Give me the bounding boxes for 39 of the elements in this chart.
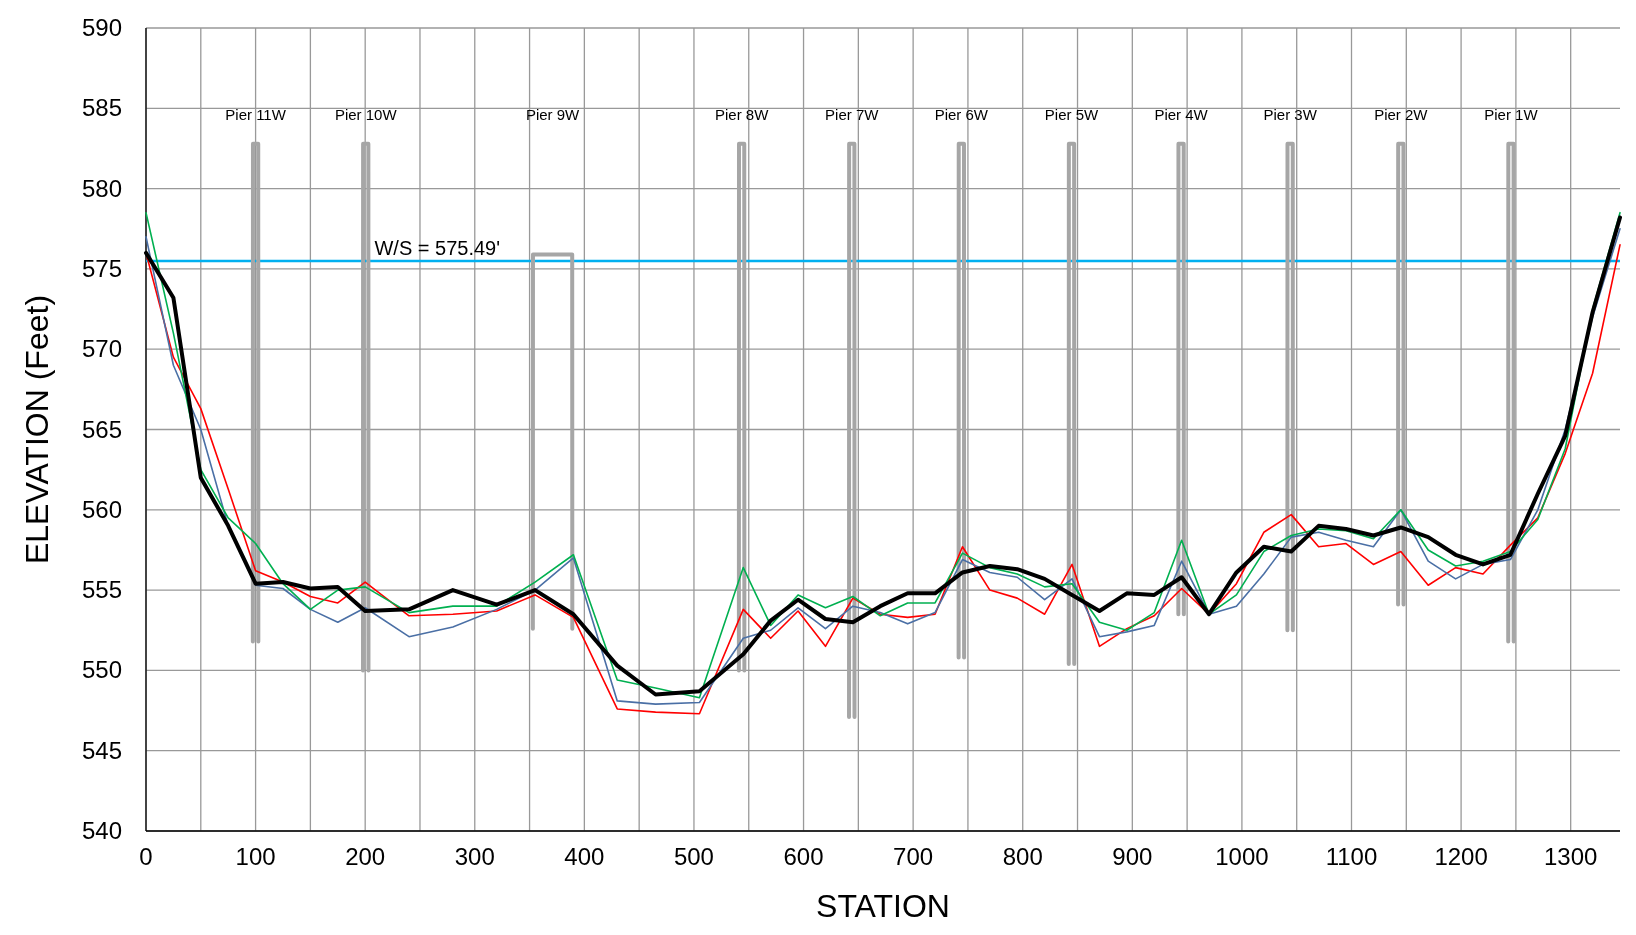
annotation: Pier 1W: [1484, 105, 1539, 123]
x-tick-label: 1200: [1434, 843, 1488, 870]
x-tick-label: 1000: [1215, 843, 1269, 870]
x-tick-label: 300: [454, 843, 495, 870]
y-tick-label: 550: [81, 656, 122, 684]
y-tick-label: 570: [81, 335, 122, 363]
x-tick-label: 900: [1112, 843, 1153, 870]
x-axis-title: STATION: [816, 888, 950, 924]
x-tick-label: 100: [235, 843, 276, 870]
x-tick-label: 700: [893, 843, 934, 870]
annotation: Pier 10W: [334, 105, 398, 123]
x-tick-label: 0: [139, 843, 153, 870]
x-tick-label: 1300: [1543, 843, 1598, 870]
y-tick-label: 565: [81, 415, 122, 443]
ref-line-label: W/S = 575.49': [374, 237, 501, 260]
annotation: Pier 6W: [934, 105, 989, 123]
annotation: Pier 9W: [525, 105, 581, 123]
x-tick-label: 500: [673, 843, 714, 870]
x-tick-label: 400: [564, 843, 605, 870]
x-tick-label: 600: [783, 843, 824, 870]
annotation: Pier 7W: [825, 105, 880, 123]
y-tick-label: 540: [81, 817, 122, 844]
y-tick-label: 590: [81, 14, 122, 41]
y-tick-label: 545: [81, 736, 122, 764]
annotation: Pier 8W: [714, 105, 770, 123]
x-tick-label: 800: [1002, 843, 1043, 870]
annotation: Pier 2W: [1374, 105, 1429, 123]
annotation: Pier 11W: [225, 105, 287, 123]
x-tick-label: 200: [345, 843, 386, 870]
y-tick-label: 575: [81, 254, 122, 282]
annotation: Pier 3W: [1263, 105, 1318, 123]
y-tick-label: 560: [81, 495, 122, 523]
annotation: Pier 5W: [1044, 105, 1100, 123]
x-tick-label: 1100: [1325, 843, 1378, 870]
y-tick-label: 555: [81, 576, 122, 604]
annotation: Pier 4W: [1154, 105, 1209, 123]
y-tick-label: 580: [81, 174, 122, 202]
y-tick-label: 585: [81, 94, 122, 122]
y-axis-title: ELEVATION (Feet): [19, 294, 55, 565]
